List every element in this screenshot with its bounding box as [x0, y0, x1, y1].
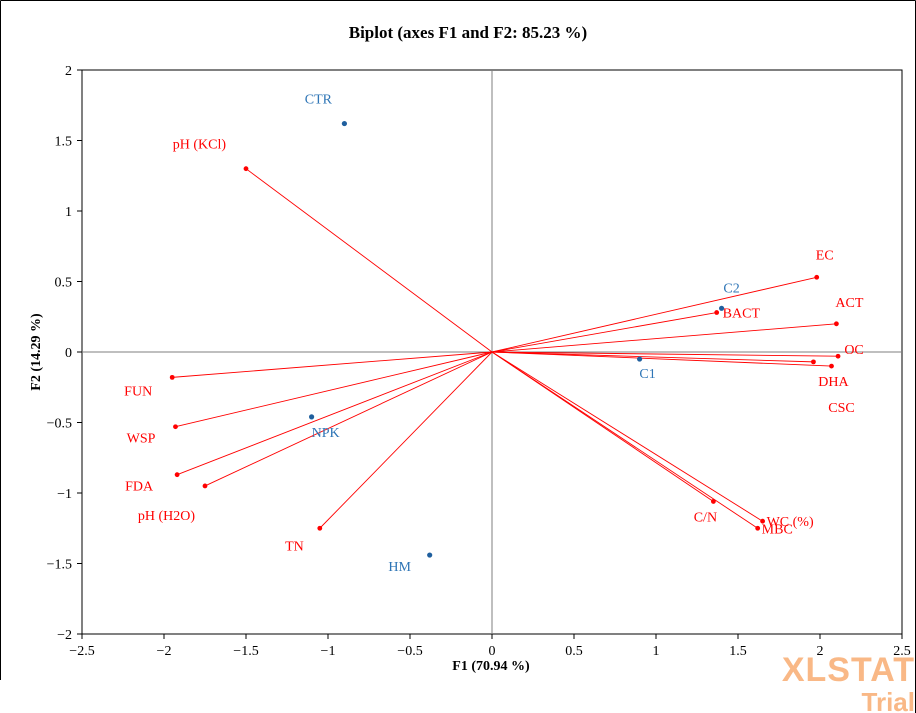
- variable-label: ACT: [835, 296, 863, 311]
- variable-label: BACT: [723, 307, 761, 322]
- variable-vector-point: [317, 525, 323, 531]
- variable-vector-point: [755, 525, 761, 531]
- chart-title: Biplot (axes F1 and F2: 85.23 %): [349, 23, 587, 42]
- variable-vector-line: [491, 351, 763, 522]
- variable-label: WSP: [127, 432, 156, 447]
- x-axis-title: F1 (70.94 %): [452, 659, 530, 674]
- variable-label: C/N: [694, 510, 717, 525]
- variable-vector-line: [491, 351, 814, 363]
- x-tick-label: −2.5: [69, 644, 94, 659]
- observation-label: NPK: [312, 426, 340, 441]
- y-tick-label: 0: [65, 346, 72, 361]
- variable-vector-line: [204, 351, 493, 487]
- observation-points: CTR C2 C1 NPK HM: [305, 93, 740, 575]
- variable-vector-point: [169, 374, 175, 380]
- observation-point: [309, 414, 315, 420]
- x-tick-label: 1.5: [729, 644, 747, 659]
- variable-vector-line: [491, 312, 717, 353]
- y-tick-label: 1: [65, 205, 72, 220]
- variable-label: pH (H2O): [138, 509, 195, 524]
- x-tick-label: 0.5: [565, 644, 583, 659]
- observation-label: CTR: [305, 93, 333, 108]
- observation-label: HM: [388, 560, 411, 575]
- observation-label: C1: [639, 367, 655, 382]
- variable-vector-point: [714, 310, 720, 315]
- variable-vector-point: [760, 518, 765, 524]
- y-tick-label: 0.5: [55, 276, 73, 291]
- variable-label: pH (KCl): [173, 138, 227, 153]
- variable-label: WC (%): [767, 515, 814, 530]
- variable-label: EC: [816, 248, 834, 263]
- variable-vector-point: [243, 166, 249, 172]
- observation-point: [637, 356, 643, 362]
- x-tick-label: −2: [157, 644, 172, 659]
- x-tick-label: −1: [321, 644, 336, 659]
- observation-point: [427, 552, 433, 558]
- observation-label: C2: [723, 281, 739, 296]
- watermark-trial: Trial: [862, 687, 915, 713]
- variable-label: CSC: [828, 401, 854, 416]
- variable-vector-line: [491, 351, 839, 357]
- y-tick-label: −2: [57, 628, 72, 643]
- y-tick-label: 1.5: [55, 135, 73, 150]
- y-tick-label: −0.5: [47, 417, 72, 432]
- variable-vector-line: [491, 351, 758, 529]
- variable-vector-point: [834, 321, 839, 327]
- variable-vector-line: [245, 168, 493, 353]
- variable-vector-point: [173, 424, 178, 430]
- variable-vector-point: [811, 359, 816, 365]
- watermark-logo: XLSTAT: [782, 651, 915, 689]
- x-tick-label: 2: [817, 644, 824, 659]
- x-tick-label: 0: [489, 644, 496, 659]
- variable-vector-point: [829, 363, 834, 369]
- variable-vector-line: [491, 323, 837, 353]
- variable-label: DHA: [818, 375, 849, 390]
- y-axis-title: F2 (14.29 %): [29, 313, 44, 391]
- y-tick-label: 2: [65, 64, 72, 79]
- variable-vector-line: [172, 351, 493, 378]
- x-tick-label: −1.5: [233, 644, 258, 659]
- variable-label: MBC: [762, 522, 793, 537]
- x-tick-label: 1: [653, 644, 660, 659]
- variable-label: OC: [844, 343, 863, 358]
- observation-point: [719, 305, 725, 311]
- variable-vector-line: [491, 351, 832, 367]
- observation-point: [341, 120, 347, 127]
- variable-vectors: pH (KCl) EC ACT BACT OC DHA CSC FUN WSP FDA pH (H2…: [124, 138, 864, 555]
- variable-vector-line: [175, 351, 493, 428]
- variable-label: FDA: [125, 480, 154, 495]
- variable-vector-line: [176, 351, 493, 476]
- variable-vector-point: [835, 353, 841, 359]
- axes-layer: −2.5 −2 −1.5 −1 −0.5 0 0.5 1 1.5 2 2.5−2−1.5−1−0.5…: [47, 64, 911, 659]
- variable-vector-point: [174, 472, 180, 478]
- x-tick-label: −0.5: [397, 644, 422, 659]
- y-tick-label: −1: [57, 487, 72, 502]
- variable-vector-point: [202, 483, 208, 489]
- variable-vector-point: [814, 274, 820, 280]
- variable-vector-point: [711, 499, 716, 504]
- y-tick-label: −1.5: [47, 558, 72, 573]
- variable-vector-line: [319, 351, 493, 529]
- variable-label: TN: [285, 539, 304, 554]
- x-tick-label: 2.5: [893, 644, 911, 659]
- variable-vector-line: [491, 276, 817, 353]
- variable-label: FUN: [124, 384, 152, 399]
